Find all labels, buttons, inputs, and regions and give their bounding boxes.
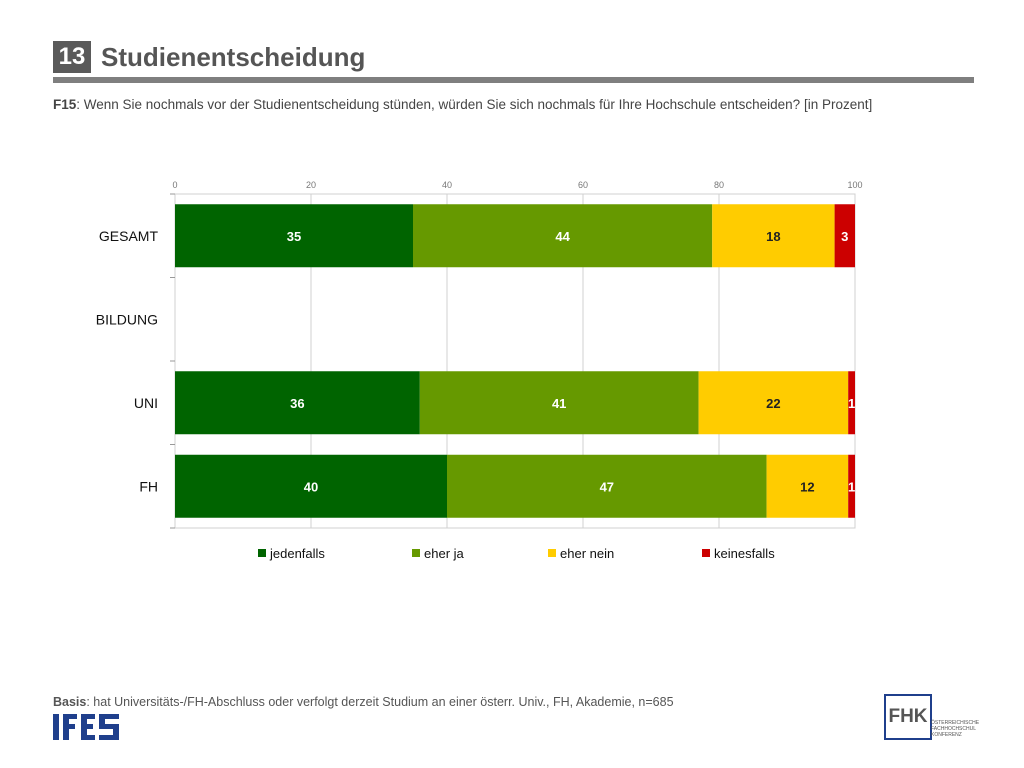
bar-segment [447,454,767,518]
data-label: 41 [552,396,566,411]
data-label: 22 [766,396,780,411]
legend-label: keinesfalls [714,546,775,561]
fhk-subtitle: ÖSTERREICHISCHE FACHHOCHSCHUL KONFERENZ [931,720,979,738]
fhk-subtitle-line: FACHHOCHSCHUL [931,726,977,732]
ifes-logo [53,714,119,740]
basis-label: Basis [53,695,87,709]
data-label: 47 [600,479,614,494]
data-label: 1 [848,396,855,411]
data-label: 18 [766,229,780,244]
data-label: 35 [287,229,301,244]
data-label: 36 [290,396,304,411]
slide-number: 13 [53,41,91,73]
bar-segment [698,371,849,435]
legend-swatch [258,549,266,557]
fhk-logo-text: FHK [888,706,928,727]
x-tick-label: 80 [714,180,724,190]
bar-segment [419,371,699,435]
question-text: F15: Wenn Sie nochmals vor der Studienen… [53,97,872,112]
legend-label: eher nein [560,546,614,561]
legend-label: eher ja [424,546,465,561]
category-label: BILDUNG [96,311,158,327]
bar-segment [848,371,855,435]
question-body: : Wenn Sie nochmals vor der Studienentsc… [76,97,873,112]
category-label: FH [139,478,158,494]
x-tick-label: 0 [172,180,177,190]
fhk-subtitle-line: KONFERENZ [931,732,962,738]
x-tick-label: 40 [442,180,452,190]
data-label: 12 [800,479,814,494]
bar-segment [175,371,420,435]
x-tick-label: 20 [306,180,316,190]
legend-swatch [548,549,556,557]
bar-segment [834,204,855,268]
basis-text: : hat Universitäts-/FH-Abschluss oder ve… [86,695,674,709]
category-label: UNI [134,395,158,411]
data-label: 3 [841,229,848,244]
legend-label: jedenfalls [269,546,325,561]
title-divider [53,77,974,83]
legend-swatch [412,549,420,557]
data-label: 40 [304,479,318,494]
bar-segment [848,454,855,518]
bar-segment [413,204,713,268]
fhk-logo: FHK [884,694,932,740]
question-code: F15 [53,97,77,112]
bar-segment [766,454,849,518]
data-label: 44 [555,229,570,244]
x-tick-label: 60 [578,180,588,190]
data-label: 1 [848,479,855,494]
bar-segment [175,454,447,518]
basis-note: Basis: hat Universitäts-/FH-Abschluss od… [53,695,674,709]
page-title: Studienentscheidung [101,42,366,72]
bar-segment [712,204,835,268]
x-tick-label: 100 [847,180,862,190]
fhk-subtitle-line: ÖSTERREICHISCHE [931,720,980,726]
bar-segment [175,204,413,268]
category-label: GESAMT [99,228,159,244]
legend-swatch [702,549,710,557]
